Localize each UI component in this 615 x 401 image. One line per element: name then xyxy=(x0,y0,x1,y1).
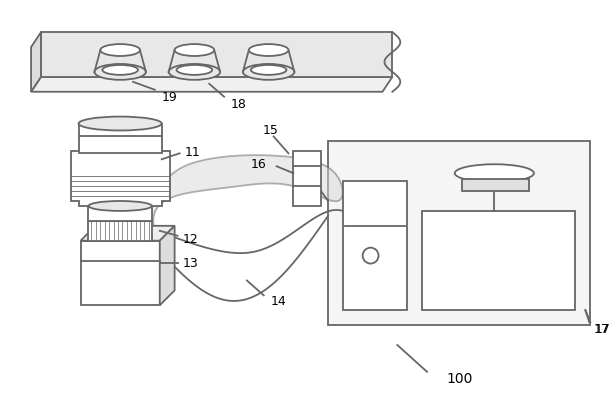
Text: 18: 18 xyxy=(231,98,247,111)
Text: 13: 13 xyxy=(183,256,198,269)
Bar xyxy=(293,152,321,207)
Ellipse shape xyxy=(89,201,152,211)
Ellipse shape xyxy=(243,65,295,81)
Bar xyxy=(462,180,529,192)
Bar xyxy=(328,142,590,325)
Ellipse shape xyxy=(79,117,162,131)
Ellipse shape xyxy=(100,45,140,57)
Polygon shape xyxy=(144,156,343,231)
Ellipse shape xyxy=(175,45,214,57)
Bar xyxy=(81,241,160,306)
Polygon shape xyxy=(31,33,41,93)
Text: 100: 100 xyxy=(447,371,473,385)
Polygon shape xyxy=(31,78,392,93)
Text: 14: 14 xyxy=(271,294,287,307)
Ellipse shape xyxy=(251,66,287,76)
Text: 17: 17 xyxy=(594,322,610,335)
Text: 17: 17 xyxy=(593,322,609,335)
Bar xyxy=(89,221,152,241)
Ellipse shape xyxy=(102,66,138,76)
Text: 15: 15 xyxy=(263,124,279,137)
Ellipse shape xyxy=(249,45,288,57)
Polygon shape xyxy=(41,33,392,78)
Polygon shape xyxy=(71,152,170,207)
Bar xyxy=(79,124,162,154)
Text: 11: 11 xyxy=(184,146,200,158)
Bar xyxy=(422,211,576,310)
Text: 19: 19 xyxy=(162,91,178,104)
Ellipse shape xyxy=(177,66,212,76)
Bar xyxy=(343,182,407,310)
Ellipse shape xyxy=(454,165,534,183)
Ellipse shape xyxy=(169,65,220,81)
Bar xyxy=(89,207,152,221)
Text: 12: 12 xyxy=(183,233,198,246)
Polygon shape xyxy=(81,226,175,241)
Polygon shape xyxy=(160,226,175,306)
Text: 16: 16 xyxy=(251,157,267,170)
Ellipse shape xyxy=(95,65,146,81)
